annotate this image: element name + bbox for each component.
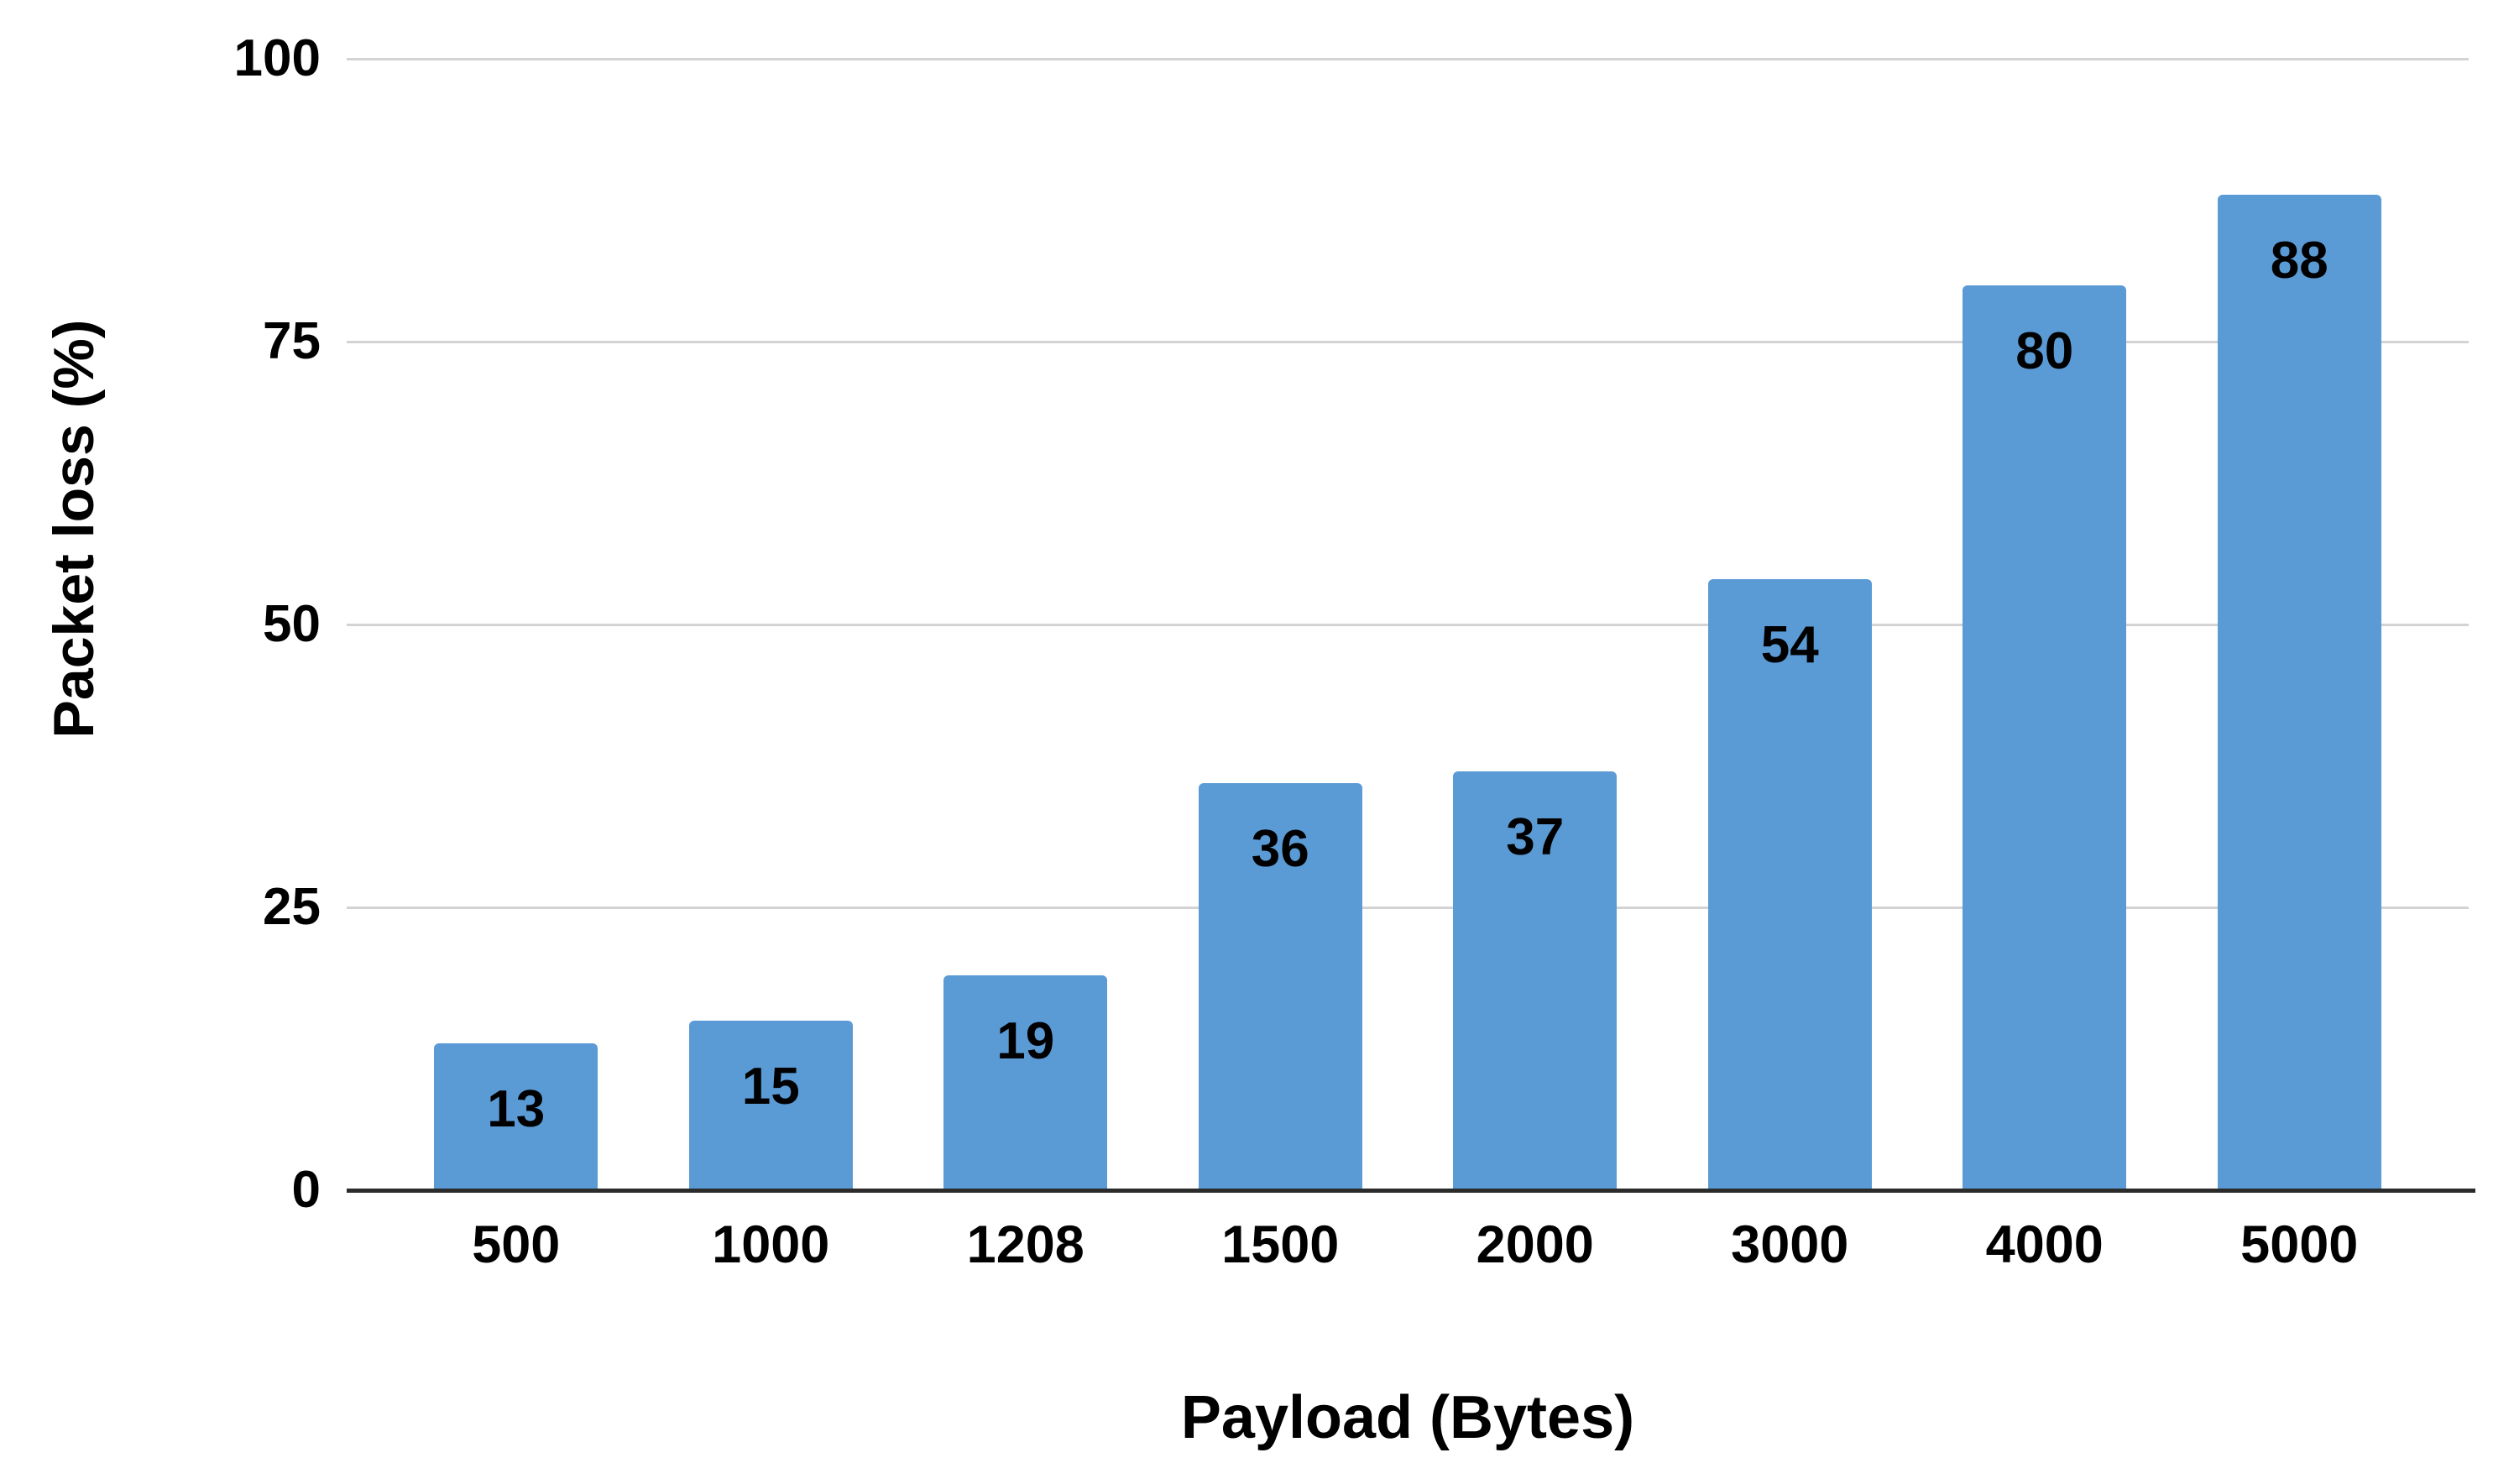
x-tick-label-3000: 3000 — [1731, 1215, 1849, 1274]
gridline-50 — [347, 623, 2469, 626]
x-tick-label-1000: 1000 — [712, 1215, 830, 1274]
x-tick-label-4000: 4000 — [1985, 1215, 2104, 1274]
bar-5000: 88 — [2217, 194, 2381, 1190]
x-tick-labels: 500 1000 1208 1500 2000 3000 4000 5000 — [347, 1212, 2469, 1278]
bar-1000: 15 — [688, 1020, 853, 1190]
bar-data-label: 13 — [487, 1079, 546, 1138]
y-tick-label-0: 0 — [291, 1161, 321, 1219]
gridline-100 — [347, 57, 2469, 60]
bar-data-label: 80 — [2015, 321, 2074, 380]
gridline-25 — [347, 906, 2469, 909]
bar-1500: 36 — [1198, 782, 1362, 1190]
y-tick-label-100: 100 — [233, 29, 321, 87]
bar-slot: 88 — [2172, 59, 2428, 1190]
bar-slot: 13 — [389, 59, 644, 1190]
bar-data-label: 54 — [1760, 616, 1819, 675]
x-tick-label-1500: 1500 — [1221, 1215, 1340, 1274]
bar-500: 13 — [434, 1042, 598, 1190]
y-tick-label-50: 50 — [263, 595, 321, 653]
x-axis-title: Payload (Bytes) — [1180, 1384, 1635, 1451]
bar-slot: 37 — [1408, 59, 1663, 1190]
bar-data-label: 88 — [2270, 231, 2328, 290]
bar-slot: 36 — [1153, 59, 1409, 1190]
x-tick-label-500: 500 — [472, 1215, 561, 1274]
bar-data-label: 19 — [996, 1011, 1055, 1070]
y-tick-label-75: 75 — [263, 312, 321, 370]
bar-slot: 54 — [1663, 59, 1918, 1190]
bar-data-label: 15 — [741, 1057, 800, 1116]
bar-4000: 80 — [1963, 285, 2127, 1190]
bar-slot: 15 — [644, 59, 899, 1190]
gridline-75 — [347, 340, 2469, 343]
x-tick-label-1208: 1208 — [966, 1215, 1085, 1274]
bars: 13 15 19 36 37 54 80 88 — [347, 59, 2469, 1190]
bar-1208: 19 — [943, 975, 1108, 1190]
bar-data-label: 36 — [1251, 819, 1309, 878]
bar-3000: 54 — [1707, 579, 1872, 1190]
y-tick-label-25: 25 — [263, 878, 321, 936]
x-axis-line — [347, 1189, 2475, 1193]
bar-slot: 19 — [898, 59, 1153, 1190]
bar-data-label: 37 — [1506, 808, 1565, 867]
plot-area: 13 15 19 36 37 54 80 88 — [347, 57, 2475, 1193]
x-tick-label-2000: 2000 — [1476, 1215, 1594, 1274]
x-tick-label-5000: 5000 — [2240, 1215, 2359, 1274]
bar-slot: 80 — [1917, 59, 2172, 1190]
bar-2000: 37 — [1453, 771, 1618, 1190]
y-axis-title: Packet loss (%) — [42, 319, 106, 739]
